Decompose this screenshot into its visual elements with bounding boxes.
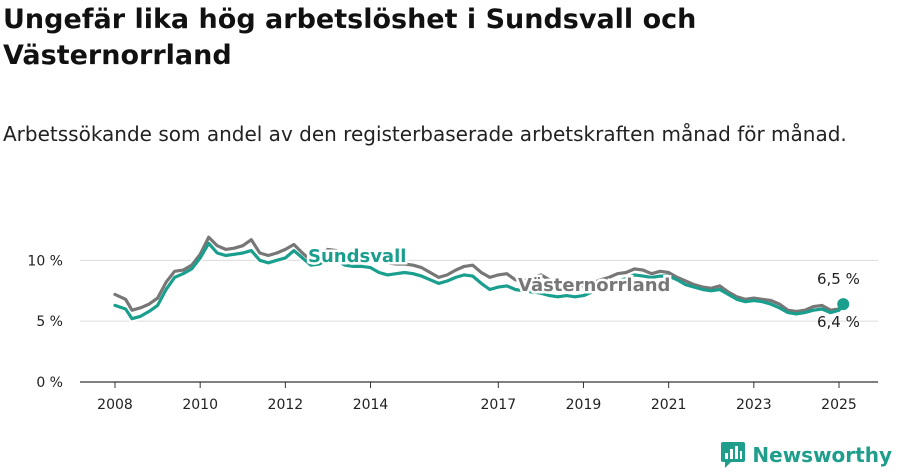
series-line-sundsvall	[113, 241, 845, 321]
x-tick-label: 2021	[651, 397, 687, 413]
x-tick-label: 2023	[736, 397, 772, 413]
x-tick-label: 2012	[268, 397, 304, 413]
x-tick-label: 2019	[566, 397, 602, 413]
newsworthy-brand[interactable]: Newsworthy	[721, 442, 892, 468]
y-axis-ticks: 0 % 5 % 10 %	[27, 253, 63, 391]
x-tick-label: 2010	[182, 397, 218, 413]
brand-name: Newsworthy	[752, 443, 892, 467]
gridlines	[80, 259, 878, 322]
x-tick-label: 2025	[821, 397, 857, 413]
x-tick-label: 2014	[353, 397, 389, 413]
series-line-vasternorrland	[113, 235, 845, 313]
series-label-vasternorrland: Västernorrland	[518, 275, 670, 296]
series-labels: Västernorrland Sundsvall 6,5 % 6,4 %	[306, 244, 860, 332]
end-label-vasternorrland: 6,5 %	[817, 270, 860, 288]
x-axis: 2008 2010 2012 2014 2017 2019 2021 2023 2025	[80, 381, 878, 413]
chart-subtitle: Arbetssökande som andel av den registerb…	[3, 122, 847, 146]
newsworthy-logo-icon	[721, 442, 746, 468]
end-label-sundsvall: 6,4 %	[817, 313, 860, 331]
y-tick-label: 0 %	[36, 375, 63, 391]
series-label-sundsvall: Sundsvall	[308, 246, 406, 267]
chart-title: Ungefär lika hög arbetslöshet i Sundsval…	[3, 4, 697, 71]
x-tick-label: 2017	[480, 397, 516, 413]
series-lines	[111, 233, 847, 323]
y-tick-label: 5 %	[36, 314, 63, 330]
end-point-marker	[837, 298, 850, 311]
x-tick-label: 2008	[97, 397, 133, 413]
y-tick-label: 10 %	[27, 253, 63, 269]
